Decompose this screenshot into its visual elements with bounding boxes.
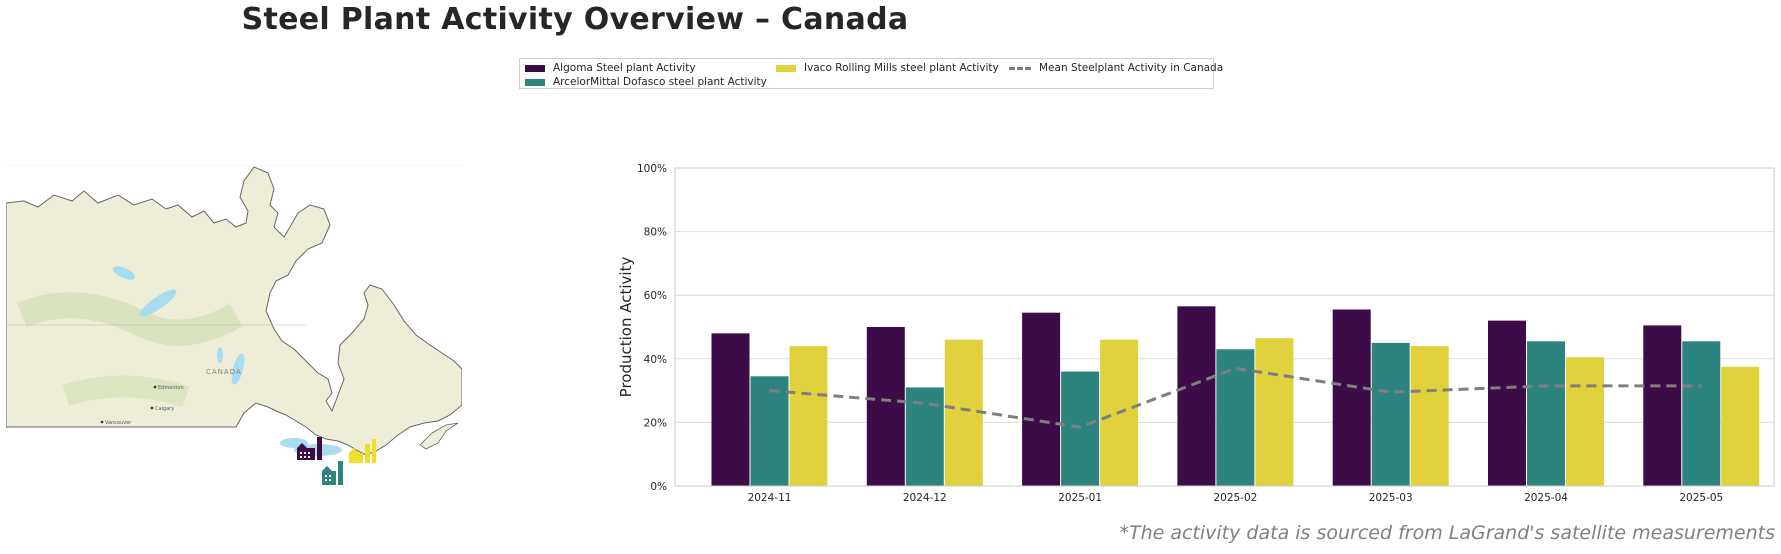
bar-dofasco <box>1061 371 1100 486</box>
legend-item-algoma: Algoma Steel plant Activity <box>525 62 696 74</box>
legend-item-mean: Mean Steelplant Activity in Canada <box>1009 62 1223 74</box>
bar-algoma <box>1332 309 1371 486</box>
bar-ivaco <box>1255 338 1294 486</box>
x-tick-label: 2025-05 <box>1679 492 1723 504</box>
y-tick-label: 40% <box>644 354 667 366</box>
bar-ivaco <box>944 339 983 486</box>
legend-swatch-ivaco <box>776 64 796 72</box>
bar-algoma <box>711 333 750 486</box>
map-label-calgary: Calgary <box>155 406 174 412</box>
bar-algoma <box>1488 320 1526 486</box>
x-tick-label: 2025-01 <box>1058 492 1102 504</box>
map-label-edmonton: Edmonton <box>158 385 184 391</box>
legend-swatch-mean <box>1009 66 1031 70</box>
bar-algoma <box>1643 325 1682 486</box>
factory-icon-purple <box>297 437 322 460</box>
bar-ivaco <box>789 346 828 486</box>
factory-icon-yellow <box>349 439 376 463</box>
x-tick-label: 2024-11 <box>748 492 792 504</box>
y-tick-label: 100% <box>637 163 667 175</box>
bar-dofasco <box>1682 341 1721 486</box>
bar-dofasco <box>1216 349 1255 486</box>
map-label-country: CANADA <box>206 368 242 376</box>
bar-ivaco <box>1410 346 1449 486</box>
bar-dofasco <box>905 387 944 486</box>
y-tick-label: 20% <box>644 417 667 429</box>
bar-algoma <box>866 327 905 486</box>
legend-item-dofasco: ArcelorMittal Dofasco steel plant Activi… <box>525 76 767 88</box>
page-title: Steel Plant Activity Overview – Canada <box>241 2 909 37</box>
y-tick-label: 80% <box>644 227 667 239</box>
bars <box>711 306 1760 486</box>
legend-swatch-dofasco <box>525 78 545 86</box>
legend-label-mean: Mean Steelplant Activity in Canada <box>1039 62 1224 74</box>
y-axis-label: Production Activity <box>617 257 635 398</box>
great-bear-lake <box>112 266 136 280</box>
bar-ivaco <box>1566 357 1604 486</box>
x-tick-labels: 2024-11 2024-12 2025-01 2025-02 2025-03 2025-… <box>748 492 1724 504</box>
great-slave-lake <box>139 289 177 317</box>
bar-algoma <box>1177 306 1216 486</box>
x-tick-label: 2025-03 <box>1369 492 1413 504</box>
bar-dofasco <box>1527 341 1565 486</box>
legend-swatch-algoma <box>525 64 545 72</box>
plot-frame <box>674 167 1775 487</box>
legend-label-dofasco: ArcelorMittal Dofasco steel plant Activi… <box>553 76 767 88</box>
bar-algoma <box>1022 312 1061 486</box>
legend-item-ivaco: Ivaco Rolling Mills steel plant Activity <box>776 62 999 74</box>
y-tick-labels: 0% 20% 40% 60% 80% 100% <box>637 163 667 493</box>
legend-label-ivaco: Ivaco Rolling Mills steel plant Activity <box>804 62 999 74</box>
y-tick-label: 0% <box>650 481 667 493</box>
chart-legend: Algoma Steel plant Activity ArcelorMitta… <box>519 58 1223 89</box>
map-label-vancouver: Vancouver <box>105 420 132 426</box>
x-tick-label: 2024-12 <box>903 492 947 504</box>
mean-line-path <box>769 366 1702 429</box>
canada-map: CANADA Edmonton Calgary Vancouver <box>6 165 462 485</box>
x-tick-label: 2025-04 <box>1524 492 1568 504</box>
x-tick-label: 2025-02 <box>1213 492 1257 504</box>
y-tick-label: 60% <box>644 290 667 302</box>
lake-winnipeg <box>231 353 245 385</box>
factory-icon-teal <box>322 461 343 485</box>
legend-label-algoma: Algoma Steel plant Activity <box>553 62 696 74</box>
bar-dofasco <box>1371 342 1410 486</box>
footnote: *The activity data is sourced from LaGra… <box>1119 522 1775 544</box>
bar-dofasco <box>750 376 789 486</box>
mean-line <box>769 366 1702 429</box>
bar-ivaco <box>1721 366 1760 486</box>
